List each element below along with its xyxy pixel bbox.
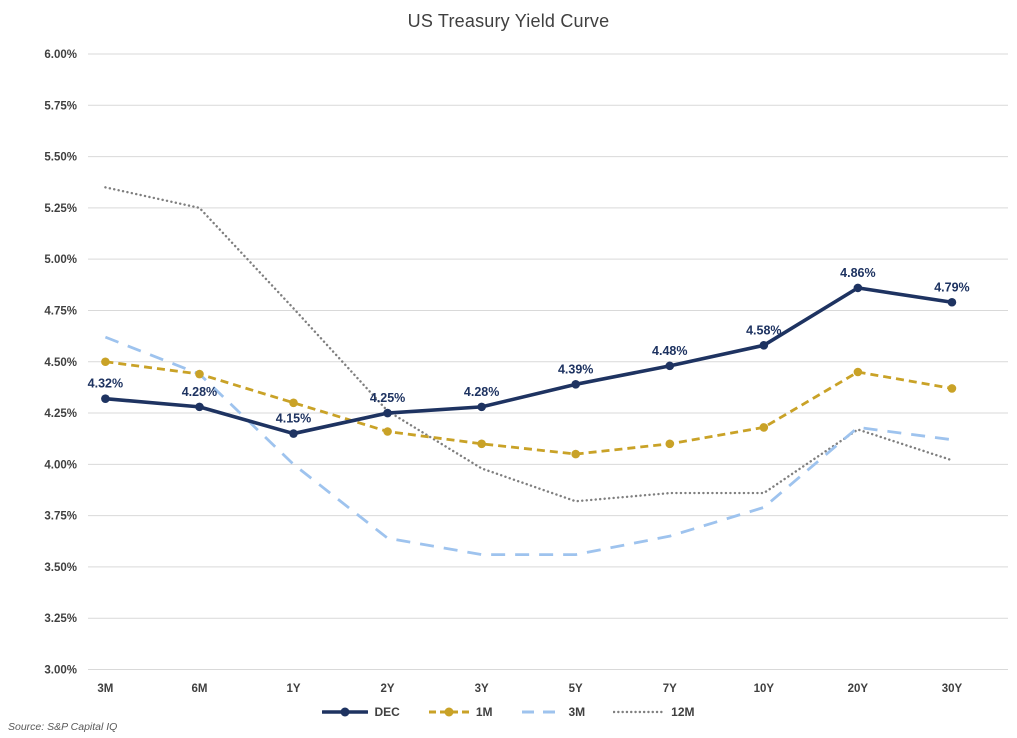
x-axis-tick-label: 5Y <box>569 683 583 695</box>
series-marker-1m <box>759 423 769 432</box>
legend-label-12m: 12M <box>671 705 695 719</box>
legend-label-dec: DEC <box>374 705 400 719</box>
series-marker-1m <box>383 427 392 436</box>
data-label: 4.86% <box>840 266 875 280</box>
data-label: 4.28% <box>464 385 499 399</box>
data-label: 4.39% <box>558 362 593 376</box>
series-marker-dec <box>947 297 957 307</box>
legend-item-3m: 3M <box>521 705 586 719</box>
y-axis-tick-label: 5.00% <box>44 254 77 266</box>
legend-line-sample-3m <box>521 710 562 714</box>
series-marker-1m <box>477 439 486 449</box>
data-label: 4.48% <box>652 344 687 358</box>
legend-item-dec: DEC <box>322 705 400 719</box>
series-marker-dec <box>759 341 769 350</box>
series-marker-dec <box>665 361 675 371</box>
y-axis-tick-label: 3.50% <box>44 562 77 574</box>
series-marker-dec <box>571 380 580 389</box>
y-axis-tick-label: 4.00% <box>44 459 77 471</box>
series-marker-dec <box>289 429 298 438</box>
series-marker-dec <box>477 402 486 412</box>
x-axis-tick-label: 20Y <box>848 683 869 695</box>
legend-item-1m: 1M <box>428 705 493 719</box>
x-axis-tick-label: 2Y <box>381 683 395 695</box>
chart-title: US Treasury Yield Curve <box>407 11 610 31</box>
gridlines <box>88 53 1008 670</box>
y-axis-labels: 6.00% 5.75% 5.50% 5.25% 5.00% 4.75% 4.50% 4.25%… <box>44 49 77 677</box>
legend-marker <box>444 707 454 717</box>
x-axis-tick-label: 3M <box>97 683 113 695</box>
legend-line-sample-1m <box>428 707 469 717</box>
series-marker-dec <box>853 283 863 293</box>
series-12m <box>104 186 954 503</box>
chart-legend: DEC 1M 3M 12M <box>0 705 1017 719</box>
x-axis-tick-label: 3Y <box>475 683 489 695</box>
data-label: 4.58% <box>746 323 781 337</box>
y-axis-tick-label: 3.75% <box>44 511 77 523</box>
data-label: 4.28% <box>182 385 217 399</box>
legend-label-3m: 3M <box>568 705 586 719</box>
legend-marker <box>340 707 350 717</box>
series-marker-1m <box>947 384 957 393</box>
y-axis-tick-label: 4.25% <box>44 408 77 420</box>
series-marker-1m <box>195 369 204 379</box>
x-axis-tick-label: 7Y <box>663 683 677 695</box>
data-label: 4.32% <box>88 377 123 391</box>
legend-label-1m: 1M <box>475 705 493 719</box>
x-axis-labels: 3M 6M 1Y 2Y 3Y 5Y 7Y 10Y 20Y 30Y <box>97 683 962 695</box>
series-line-1m <box>105 360 953 456</box>
x-axis-tick-label: 6M <box>191 683 207 695</box>
legend-item-12m: 12M <box>613 705 695 719</box>
series-line-dec <box>103 286 954 436</box>
data-label: 4.25% <box>370 391 405 405</box>
series-marker-1m <box>853 367 863 377</box>
series-marker-dec <box>101 394 110 403</box>
legend-line-sample-12m <box>613 710 666 714</box>
series-marker-1m <box>665 439 675 449</box>
data-label: 4.15% <box>276 412 311 426</box>
y-axis-tick-label: 5.75% <box>44 100 77 112</box>
series-marker-1m <box>289 398 298 408</box>
series-1m <box>101 357 957 459</box>
x-axis-tick-label: 30Y <box>942 683 963 695</box>
series-marker-dec <box>195 402 204 412</box>
y-axis-tick-label: 3.00% <box>44 665 77 677</box>
legend-line-sample-dec <box>322 707 369 717</box>
data-label: 4.79% <box>934 280 969 294</box>
series-dec: 4.32% 4.28% 4.15% 4.25% 4.28% 4.39% 4.48% 4.58%… <box>88 266 970 438</box>
y-axis-tick-label: 5.25% <box>44 203 77 215</box>
series-line-3m <box>104 335 953 557</box>
y-axis-tick-label: 4.75% <box>44 305 77 317</box>
y-axis-tick-label: 3.25% <box>44 613 77 625</box>
series-marker-1m <box>101 357 110 367</box>
y-axis-tick-label: 6.00% <box>44 49 77 61</box>
series-marker-1m <box>571 449 580 459</box>
source-note: Source: S&P Capital IQ <box>8 721 118 733</box>
x-axis-tick-label: 1Y <box>286 683 300 695</box>
y-axis-tick-label: 5.50% <box>44 152 77 164</box>
x-axis-tick-label: 10Y <box>754 683 775 695</box>
y-axis-tick-label: 4.50% <box>44 357 77 369</box>
series-marker-dec <box>383 408 392 418</box>
series-line-12m <box>104 186 954 503</box>
series-3m <box>104 335 953 557</box>
